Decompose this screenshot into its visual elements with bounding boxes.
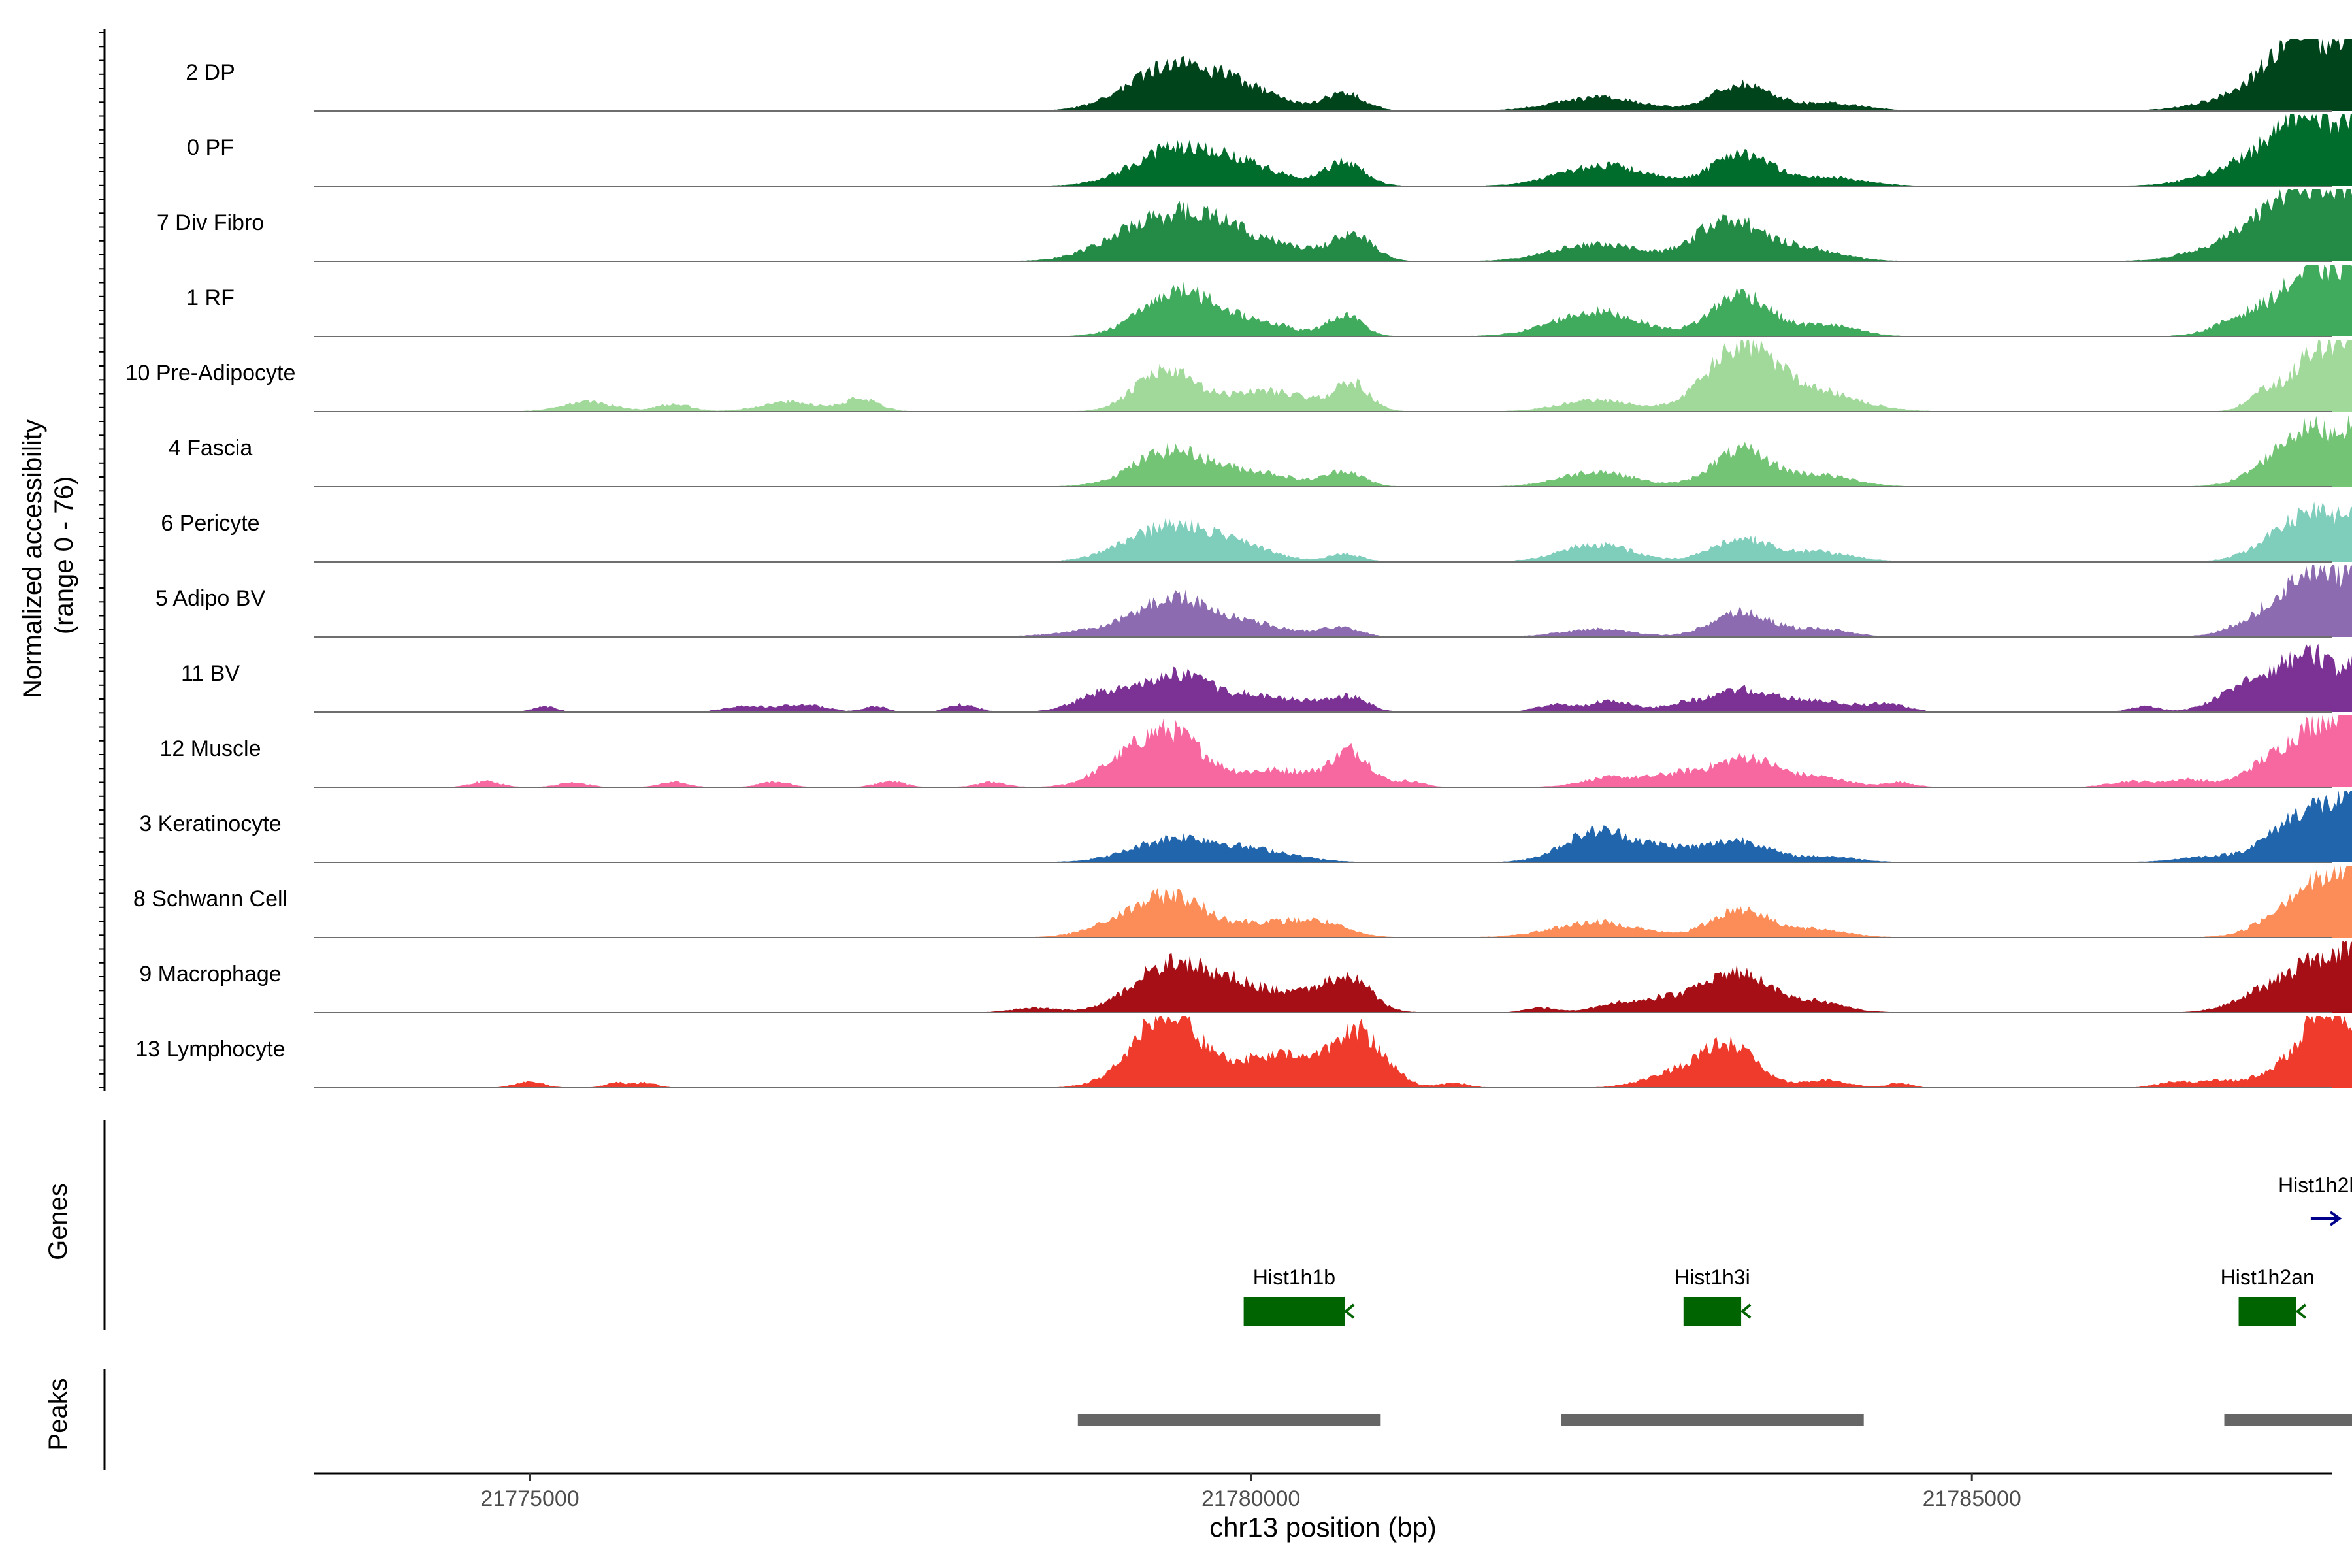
track-label-10: 3 Keratinocyte bbox=[139, 811, 281, 836]
track-area-12 bbox=[314, 941, 2352, 1013]
track-11: 8 Schwann Cell bbox=[133, 866, 2352, 938]
gene-body-2 bbox=[2238, 1297, 2296, 1326]
gene-annotation-track: Hist1h1b Hist1h3i Hist1h2an Hist1h2bp bbox=[1243, 1173, 2352, 1326]
gene-arrowhead-3 bbox=[2329, 1211, 2342, 1226]
peak-region-1 bbox=[1561, 1414, 1864, 1426]
track-label-1: 0 PF bbox=[187, 135, 234, 160]
track-label-11: 8 Schwann Cell bbox=[133, 887, 287, 911]
y-axis-label-line-1: Normalized accessibility bbox=[18, 419, 47, 698]
gene-strand-chevron-2 bbox=[2295, 1303, 2307, 1319]
track-9: 12 Muscle bbox=[160, 715, 2352, 788]
gene-label-0: Hist1h1b bbox=[1253, 1266, 1335, 1289]
track-label-3: 1 RF bbox=[186, 286, 235, 310]
track-0: 2 DP bbox=[186, 39, 2352, 112]
gene-strand-chevron-0 bbox=[1343, 1303, 1355, 1319]
x-axis-label: chr13 position (bp) bbox=[1209, 1512, 1437, 1543]
track-2: 7 Div Fibro bbox=[157, 189, 2352, 262]
track-area-1 bbox=[314, 114, 2352, 186]
track-area-5 bbox=[314, 415, 2352, 487]
coverage-tracks: 2 DP 0 PF 7 Div Fibro 1 RF 10 Pre-Adipocyte 4… bbox=[125, 39, 2352, 1088]
left-axes bbox=[99, 29, 106, 1470]
track-label-13: 13 Lymphocyte bbox=[135, 1037, 285, 1062]
track-label-0: 2 DP bbox=[186, 60, 235, 85]
y-axis-label-line-2: (range 0 - 76) bbox=[50, 476, 78, 634]
track-label-8: 11 BV bbox=[181, 661, 240, 686]
track-4: 10 Pre-Adipocyte bbox=[125, 340, 2352, 412]
track-label-2: 7 Div Fibro bbox=[157, 210, 264, 235]
track-3: 1 RF bbox=[186, 265, 2352, 337]
track-area-2 bbox=[314, 189, 2352, 261]
track-7: 5 Adipo BV bbox=[155, 565, 2352, 638]
track-1: 0 PF bbox=[187, 114, 2352, 187]
track-8: 11 BV bbox=[181, 644, 2352, 713]
track-label-6: 6 Pericyte bbox=[161, 511, 259, 536]
gene-strand-chevron-1 bbox=[1740, 1303, 1752, 1319]
track-13: 13 Lymphocyte bbox=[135, 1016, 2352, 1088]
track-area-9 bbox=[314, 715, 2352, 787]
x-tick-label-2: 21785000 bbox=[1923, 1486, 2021, 1511]
track-area-11 bbox=[314, 866, 2352, 938]
genes-track-label: Genes bbox=[44, 1183, 73, 1260]
track-area-0 bbox=[314, 39, 2352, 111]
track-area-4 bbox=[314, 340, 2352, 412]
x-tick-label-1: 21780000 bbox=[1201, 1486, 1300, 1511]
peaks-track bbox=[1077, 1414, 2352, 1426]
track-label-9: 12 Muscle bbox=[160, 736, 261, 761]
gene-label-1: Hist1h3i bbox=[1674, 1266, 1750, 1289]
gene-label-2: Hist1h2an bbox=[2221, 1266, 2315, 1289]
track-10: 3 Keratinocyte bbox=[139, 791, 2352, 863]
gene-0: Hist1h1b bbox=[1243, 1266, 1355, 1326]
track-area-13 bbox=[314, 1016, 2352, 1088]
gene-body-1 bbox=[1683, 1297, 1742, 1326]
peak-region-2 bbox=[2224, 1414, 2352, 1426]
x-axis: 21775000 21780000 21785000 bbox=[314, 1472, 2332, 1511]
track-label-4: 10 Pre-Adipocyte bbox=[125, 361, 296, 385]
gene-label-3: Hist1h2bp bbox=[2278, 1173, 2352, 1197]
gene-2: Hist1h2an bbox=[2221, 1266, 2315, 1326]
gene-1: Hist1h3i bbox=[1674, 1266, 1752, 1326]
track-5: 4 Fascia bbox=[169, 415, 2352, 487]
peak-region-0 bbox=[1077, 1414, 1381, 1426]
track-label-7: 5 Adipo BV bbox=[155, 586, 266, 611]
gene-3: Hist1h2bp bbox=[2278, 1173, 2352, 1226]
peaks-track-label: Peaks bbox=[44, 1378, 73, 1450]
track-area-3 bbox=[314, 265, 2352, 336]
track-label-12: 9 Macrophage bbox=[139, 962, 281, 987]
y-axis-label: Normalized accessibility (range 0 - 76) bbox=[18, 412, 78, 698]
gene-body-0 bbox=[1243, 1297, 1345, 1326]
track-12: 9 Macrophage bbox=[139, 941, 2352, 1013]
x-tick-label-0: 21775000 bbox=[480, 1486, 579, 1511]
track-label-5: 4 Fascia bbox=[169, 436, 253, 461]
track-6: 6 Pericyte bbox=[161, 501, 2352, 563]
